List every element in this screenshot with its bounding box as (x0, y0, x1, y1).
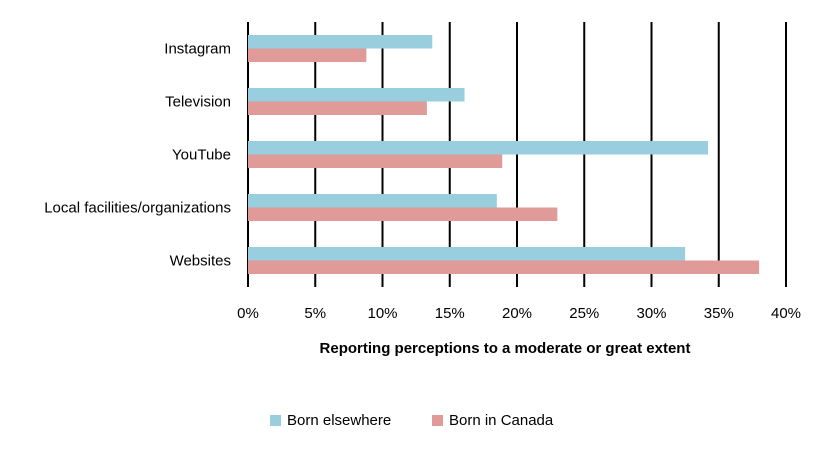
bar-born-in-canada (248, 154, 503, 168)
bar-born-elsewhere (248, 194, 497, 208)
bar-born-elsewhere (248, 88, 465, 102)
bar-born-elsewhere (248, 247, 686, 261)
x-tick-label: 30% (636, 305, 666, 322)
bar-born-in-canada (248, 48, 367, 62)
x-tick-label: 25% (569, 305, 599, 322)
category-label: Television (165, 94, 231, 111)
category-label: Instagram (164, 41, 231, 58)
category-label: Local facilities/organizations (44, 200, 231, 217)
bar-born-elsewhere (248, 35, 433, 49)
x-tick-label: 20% (502, 305, 532, 322)
x-tick-label: 35% (704, 305, 734, 322)
x-axis-title: Reporting perceptions to a moderate or g… (320, 340, 691, 357)
x-tick-label: 0% (237, 305, 259, 322)
legend: Born elsewhere Born in Canada (270, 412, 554, 429)
x-tick-label: 15% (435, 305, 465, 322)
x-tick-label: 10% (367, 305, 397, 322)
bar-born-in-canada (248, 260, 760, 274)
x-tick-labels: 0% 5% 10% 15% 20% 25% 30% 35% 40% (237, 305, 801, 322)
legend-swatch (432, 415, 443, 426)
bar-born-in-canada (248, 207, 558, 221)
legend-swatch (270, 415, 281, 426)
x-tick-label: 40% (771, 305, 801, 322)
category-labels: Instagram Television YouTube Local faciliti… (44, 41, 231, 270)
bars (248, 35, 760, 274)
bar-born-in-canada (248, 101, 427, 115)
legend-label: Born in Canada (449, 412, 554, 429)
category-label: YouTube (172, 147, 231, 164)
category-label: Websites (170, 253, 231, 270)
bar-born-elsewhere (248, 141, 708, 155)
x-tick-label: 5% (304, 305, 326, 322)
legend-label: Born elsewhere (287, 412, 391, 429)
